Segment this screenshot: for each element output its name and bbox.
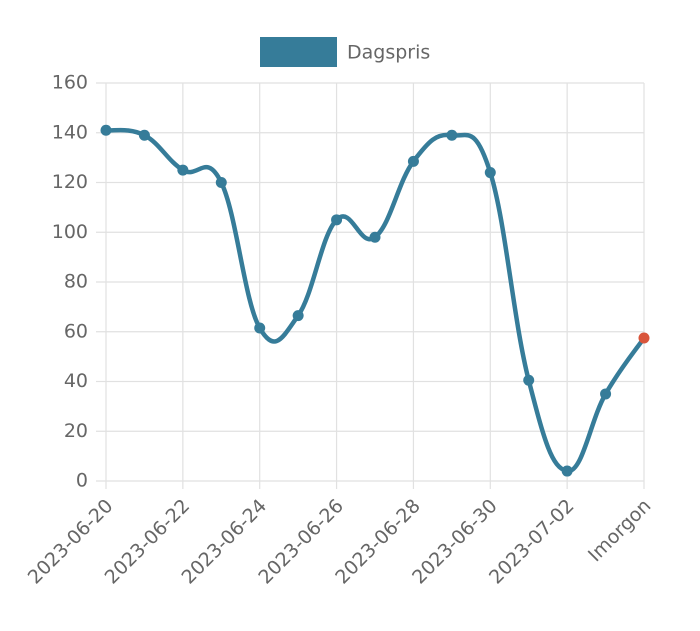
point xyxy=(484,167,496,179)
point xyxy=(600,388,612,400)
point xyxy=(369,231,381,243)
point xyxy=(561,465,573,477)
point xyxy=(523,374,535,386)
legend-swatch xyxy=(260,37,337,67)
point xyxy=(215,177,227,188)
point xyxy=(407,155,419,167)
legend-label: Dagspris xyxy=(347,42,430,64)
y-tick-label: 120 xyxy=(52,171,88,193)
y-tick-label: 80 xyxy=(64,271,88,293)
point xyxy=(446,129,458,141)
y-tick-label: 140 xyxy=(52,121,88,143)
y-tick-label: 60 xyxy=(64,320,88,342)
point xyxy=(292,310,304,322)
point xyxy=(138,129,150,141)
point xyxy=(100,124,112,136)
y-tick-label: 100 xyxy=(52,221,88,243)
point xyxy=(331,214,343,226)
y-tick-label: 0 xyxy=(76,470,88,492)
x-tick-label: Imorgon xyxy=(584,495,655,566)
y-tick-label: 40 xyxy=(64,370,88,392)
y-tick-label: 160 xyxy=(52,72,88,94)
point xyxy=(254,322,266,334)
y-tick-label: 20 xyxy=(64,420,88,442)
point xyxy=(638,332,650,344)
point xyxy=(177,164,189,176)
line xyxy=(105,127,646,474)
